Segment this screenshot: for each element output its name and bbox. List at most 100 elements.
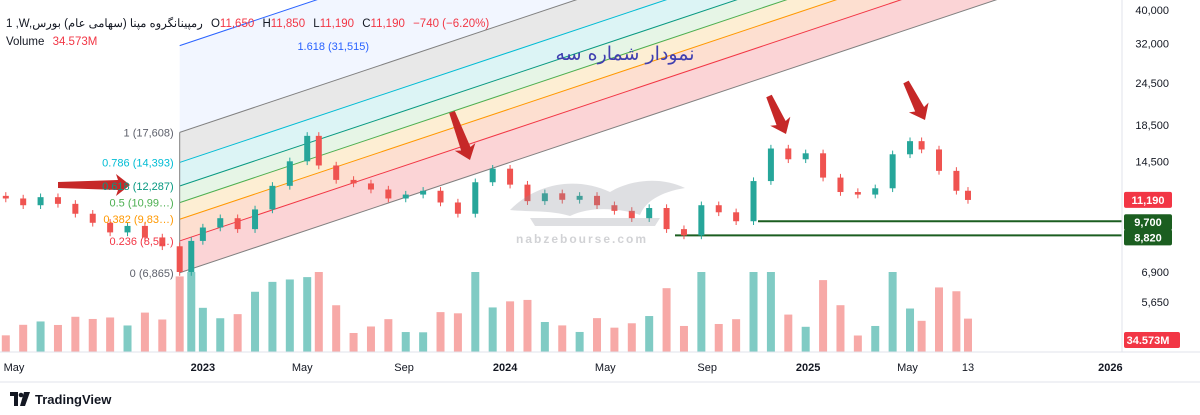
svg-text:8,820: 8,820 bbox=[1134, 232, 1162, 244]
candle bbox=[953, 170, 960, 191]
y-tick-label: 18,500 bbox=[1135, 120, 1169, 132]
volume-bar bbox=[88, 318, 97, 352]
candle bbox=[918, 141, 925, 150]
candle bbox=[646, 208, 653, 219]
candle bbox=[611, 205, 618, 211]
price-badge: 11,190 bbox=[1124, 191, 1172, 208]
candle bbox=[507, 168, 514, 185]
volume-bar bbox=[471, 272, 480, 352]
svg-text:9,700: 9,700 bbox=[1134, 217, 1162, 229]
candle bbox=[315, 135, 322, 166]
candle bbox=[217, 218, 224, 228]
volume-bar bbox=[645, 316, 654, 352]
volume-bar bbox=[593, 318, 602, 352]
candle bbox=[350, 179, 357, 184]
volume-bar bbox=[488, 307, 497, 352]
volume-bar bbox=[216, 318, 225, 352]
svg-text:34.573M: 34.573M bbox=[1127, 335, 1170, 347]
x-tick-label: May bbox=[292, 362, 313, 374]
volume-bar bbox=[888, 272, 897, 352]
volume-bar bbox=[917, 320, 926, 352]
volume-bar bbox=[332, 305, 341, 352]
x-tick-label: May bbox=[897, 362, 918, 374]
volume-bar bbox=[53, 324, 62, 352]
candle bbox=[785, 148, 792, 160]
x-tick-label: May bbox=[4, 362, 25, 374]
volume-bar bbox=[285, 279, 294, 352]
change-value: −740 (−6.20%) bbox=[413, 18, 490, 30]
candle bbox=[733, 212, 740, 222]
volume-bar bbox=[506, 301, 515, 352]
volume-legend[interactable]: Volume 34.573M bbox=[6, 36, 97, 48]
high-value: 11,850 bbox=[270, 18, 306, 30]
candle bbox=[767, 148, 774, 182]
ohlc-legend[interactable]: 1 ,W,رمپینانگروه مپنا (سهامی عام) بورس O… bbox=[6, 16, 489, 30]
volume-bar bbox=[523, 299, 532, 352]
y-tick-label: 32,000 bbox=[1135, 38, 1169, 50]
candle bbox=[489, 168, 496, 183]
volume-bar bbox=[198, 307, 207, 352]
time-axis[interactable]: May 2023 May Sep 2024 May Sep 2025 May 13 2026 bbox=[4, 362, 1123, 374]
fib-line bbox=[179, 0, 788, 204]
candle bbox=[124, 225, 131, 233]
volume-bar bbox=[436, 312, 445, 352]
close-label: C bbox=[362, 18, 371, 30]
volume-bar bbox=[836, 305, 845, 352]
x-tick-label: 2024 bbox=[493, 362, 518, 374]
volume-bar bbox=[732, 319, 741, 352]
candle bbox=[559, 193, 566, 200]
volume-bar bbox=[935, 287, 944, 352]
candle bbox=[20, 198, 27, 206]
candle bbox=[437, 190, 444, 203]
candle bbox=[2, 195, 9, 199]
price-axis[interactable]: 40,000 32,000 24,500 18,500 14,500 6,900 5,650 bbox=[1135, 5, 1169, 309]
annotation-arrow bbox=[58, 174, 130, 196]
volume-bar bbox=[314, 272, 323, 352]
fib-label: 1.618 (31,515) bbox=[297, 41, 369, 53]
volume-bar bbox=[71, 316, 80, 352]
volume-bar bbox=[871, 325, 880, 352]
candle bbox=[715, 205, 722, 213]
volume-bar bbox=[187, 272, 196, 352]
candle bbox=[420, 190, 427, 195]
fib-label: 0.618 (12,287) bbox=[102, 181, 174, 193]
y-tick-label: 14,500 bbox=[1135, 156, 1169, 168]
volume-bar bbox=[575, 331, 584, 352]
support-levels bbox=[675, 220, 1122, 237]
tradingview-footer[interactable]: TradingView bbox=[10, 389, 111, 409]
y-tick-label: 5,650 bbox=[1141, 297, 1169, 309]
annotation-title: نمودار شماره سه bbox=[555, 43, 694, 65]
candle bbox=[333, 165, 340, 180]
volume-bar bbox=[303, 277, 312, 352]
fib-label: 0.382 (9,83…) bbox=[103, 214, 173, 226]
candle bbox=[889, 154, 896, 189]
candle bbox=[820, 153, 827, 178]
volume-bar bbox=[106, 317, 115, 352]
candle bbox=[37, 197, 44, 206]
fib-labels: 0 (6,865) 0.236 (8,5…) 0.382 (9,83…) 0.5 (1… bbox=[102, 41, 369, 280]
candle bbox=[402, 194, 409, 199]
symbol-name[interactable]: 1 ,W,رمپینانگروه مپنا (سهامی عام) بورس bbox=[6, 18, 203, 30]
candle bbox=[188, 240, 195, 272]
volume-bar bbox=[19, 324, 28, 352]
y-tick-label: 6,900 bbox=[1141, 267, 1169, 279]
candle bbox=[628, 210, 635, 219]
candle bbox=[176, 246, 183, 272]
tradingview-brand: TradingView bbox=[35, 391, 112, 407]
candle bbox=[854, 192, 861, 195]
candle bbox=[385, 189, 392, 199]
volume-bar bbox=[819, 280, 828, 352]
volume-bar bbox=[384, 319, 393, 352]
candle bbox=[252, 209, 259, 230]
volume-bar bbox=[749, 272, 758, 352]
candle bbox=[72, 203, 79, 214]
volume-bar bbox=[123, 325, 132, 352]
fib-line bbox=[179, 0, 902, 242]
x-tick-label: 13 bbox=[962, 362, 974, 374]
fib-label: 0.5 (10,99…) bbox=[109, 198, 173, 210]
candle bbox=[304, 135, 311, 162]
volume-bar bbox=[906, 308, 915, 352]
volume-bar bbox=[952, 291, 961, 352]
open-value: 11,650 bbox=[219, 18, 255, 30]
